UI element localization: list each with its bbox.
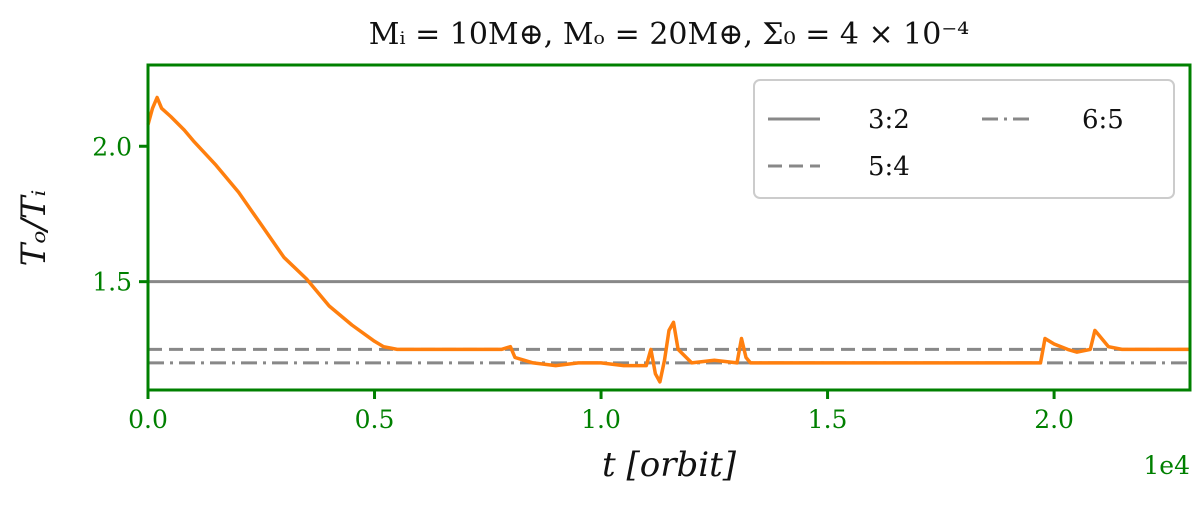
y-ticks: 1.5 2.0 (92, 132, 148, 297)
legend-label-1: 3:2 (868, 105, 910, 135)
x-ticks: 0.0 0.5 1.0 1.5 2.0 (128, 390, 1074, 434)
chart-title: Mᵢ = 10M⊕, Mₒ = 20M⊕, Σ₀ = 4 × 10⁻⁴ (369, 17, 969, 52)
x-tick-label: 2.0 (1034, 405, 1074, 434)
x-tick-label: 0.5 (355, 405, 395, 434)
x-tick-label: 1.5 (808, 405, 848, 434)
y-tick-label: 2.0 (92, 132, 132, 161)
y-tick-label: 1.5 (92, 268, 132, 297)
reference-lines (148, 280, 1190, 365)
x-axis-label: t [orbit] (602, 445, 737, 485)
y-axis-label: Tₒ/Tᵢ (14, 190, 54, 267)
legend-label-3: 6:5 (1082, 105, 1124, 135)
x-axis-multiplier: 1e4 (1143, 451, 1190, 480)
legend-box (753, 79, 1175, 199)
data-series (146, 95, 1190, 384)
legend-label-2: 5:4 (868, 152, 910, 182)
legend: 3:2 5:4 6:5 (753, 79, 1175, 199)
plot-frame (146, 63, 1192, 392)
series-line-1 (146, 95, 1190, 384)
x-tick-label: 0.0 (128, 405, 168, 434)
x-tick-label: 1.0 (581, 405, 621, 434)
